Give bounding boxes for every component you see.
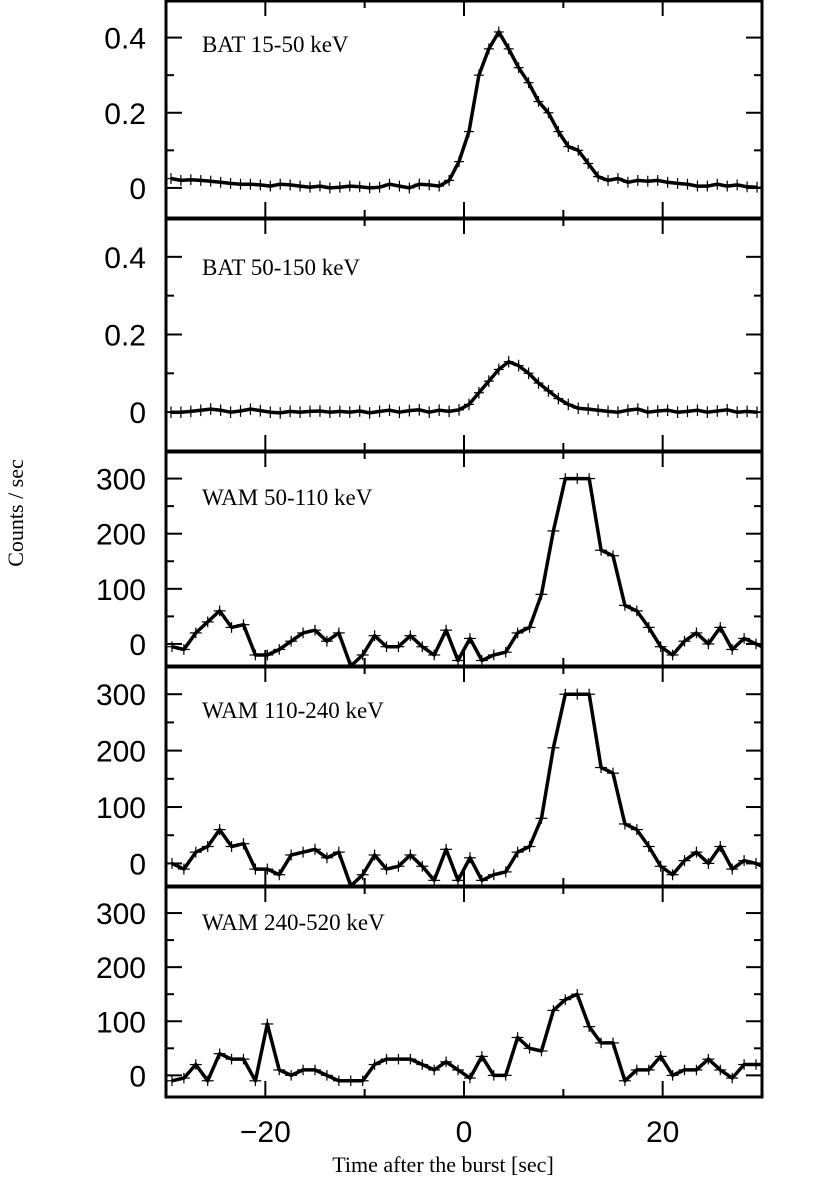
panel-4: 0 100 200 300 WAM 110-240 keV [96,665,764,888]
y-tick-label: 0.4 [104,242,146,275]
series-line [171,992,762,1083]
x-axis-title: Time after the burst [sec] [332,1152,554,1177]
y-tick-label: 0 [129,173,146,206]
y-tick-label: 100 [96,792,146,825]
x-tick-label: 20 [646,1116,679,1149]
y-tick-label: 0 [129,629,146,662]
x-tick-label: −20 [240,1116,291,1149]
panel-label: WAM 240-520 keV [202,910,385,935]
y-tick-label: 300 [96,898,146,931]
data-series [166,688,762,886]
panel-label: WAM 50-110 keV [202,485,373,510]
panels: 0 0.2 0.4 BAT 15-50 keV 0 0.2 0.4 BAT 50-150 ke… [96,0,764,1099]
panel-frame [164,217,764,453]
y-tick-label: 0 [129,1060,146,1093]
series-line [170,30,758,190]
y-axis-title: Counts / sec [3,459,28,567]
series-line [171,359,758,415]
panel-1: 0 0.2 0.4 BAT 15-50 keV [104,0,764,220]
panel-5: 0 100 200 300 WAM 240-520 keV [96,885,764,1099]
x-tick-label: 0 [456,1116,473,1149]
panel-label: WAM 110-240 keV [202,698,384,723]
data-series [166,26,762,194]
x-axis-ticks: −20 0 20 [240,1116,679,1149]
y-tick-label: 100 [96,1006,146,1039]
y-tick-label: 0 [129,848,146,881]
y-tick-label: 0.2 [104,320,146,353]
data-series [166,988,762,1087]
panel-3: 0 100 200 300 WAM 50-110 keV [96,450,764,668]
panel-2: 0 0.2 0.4 BAT 50-150 keV [104,217,764,453]
y-tick-label: 0 [129,397,146,430]
series-line [171,692,762,886]
panel-frame [164,885,764,1099]
panel-label: BAT 50-150 keV [202,255,360,280]
panel-label: BAT 15-50 keV [202,32,349,57]
data-series [166,355,762,419]
data-series [166,473,762,666]
y-tick-label: 300 [96,679,146,712]
y-tick-label: 200 [96,952,146,985]
y-tick-label: 200 [96,519,146,552]
y-tick-label: 300 [96,464,146,497]
y-tick-label: 100 [96,574,146,607]
y-tick-label: 0.2 [104,98,146,131]
y-tick-label: 0.4 [104,23,146,56]
y-tick-label: 200 [96,736,146,769]
series-line [171,476,762,666]
